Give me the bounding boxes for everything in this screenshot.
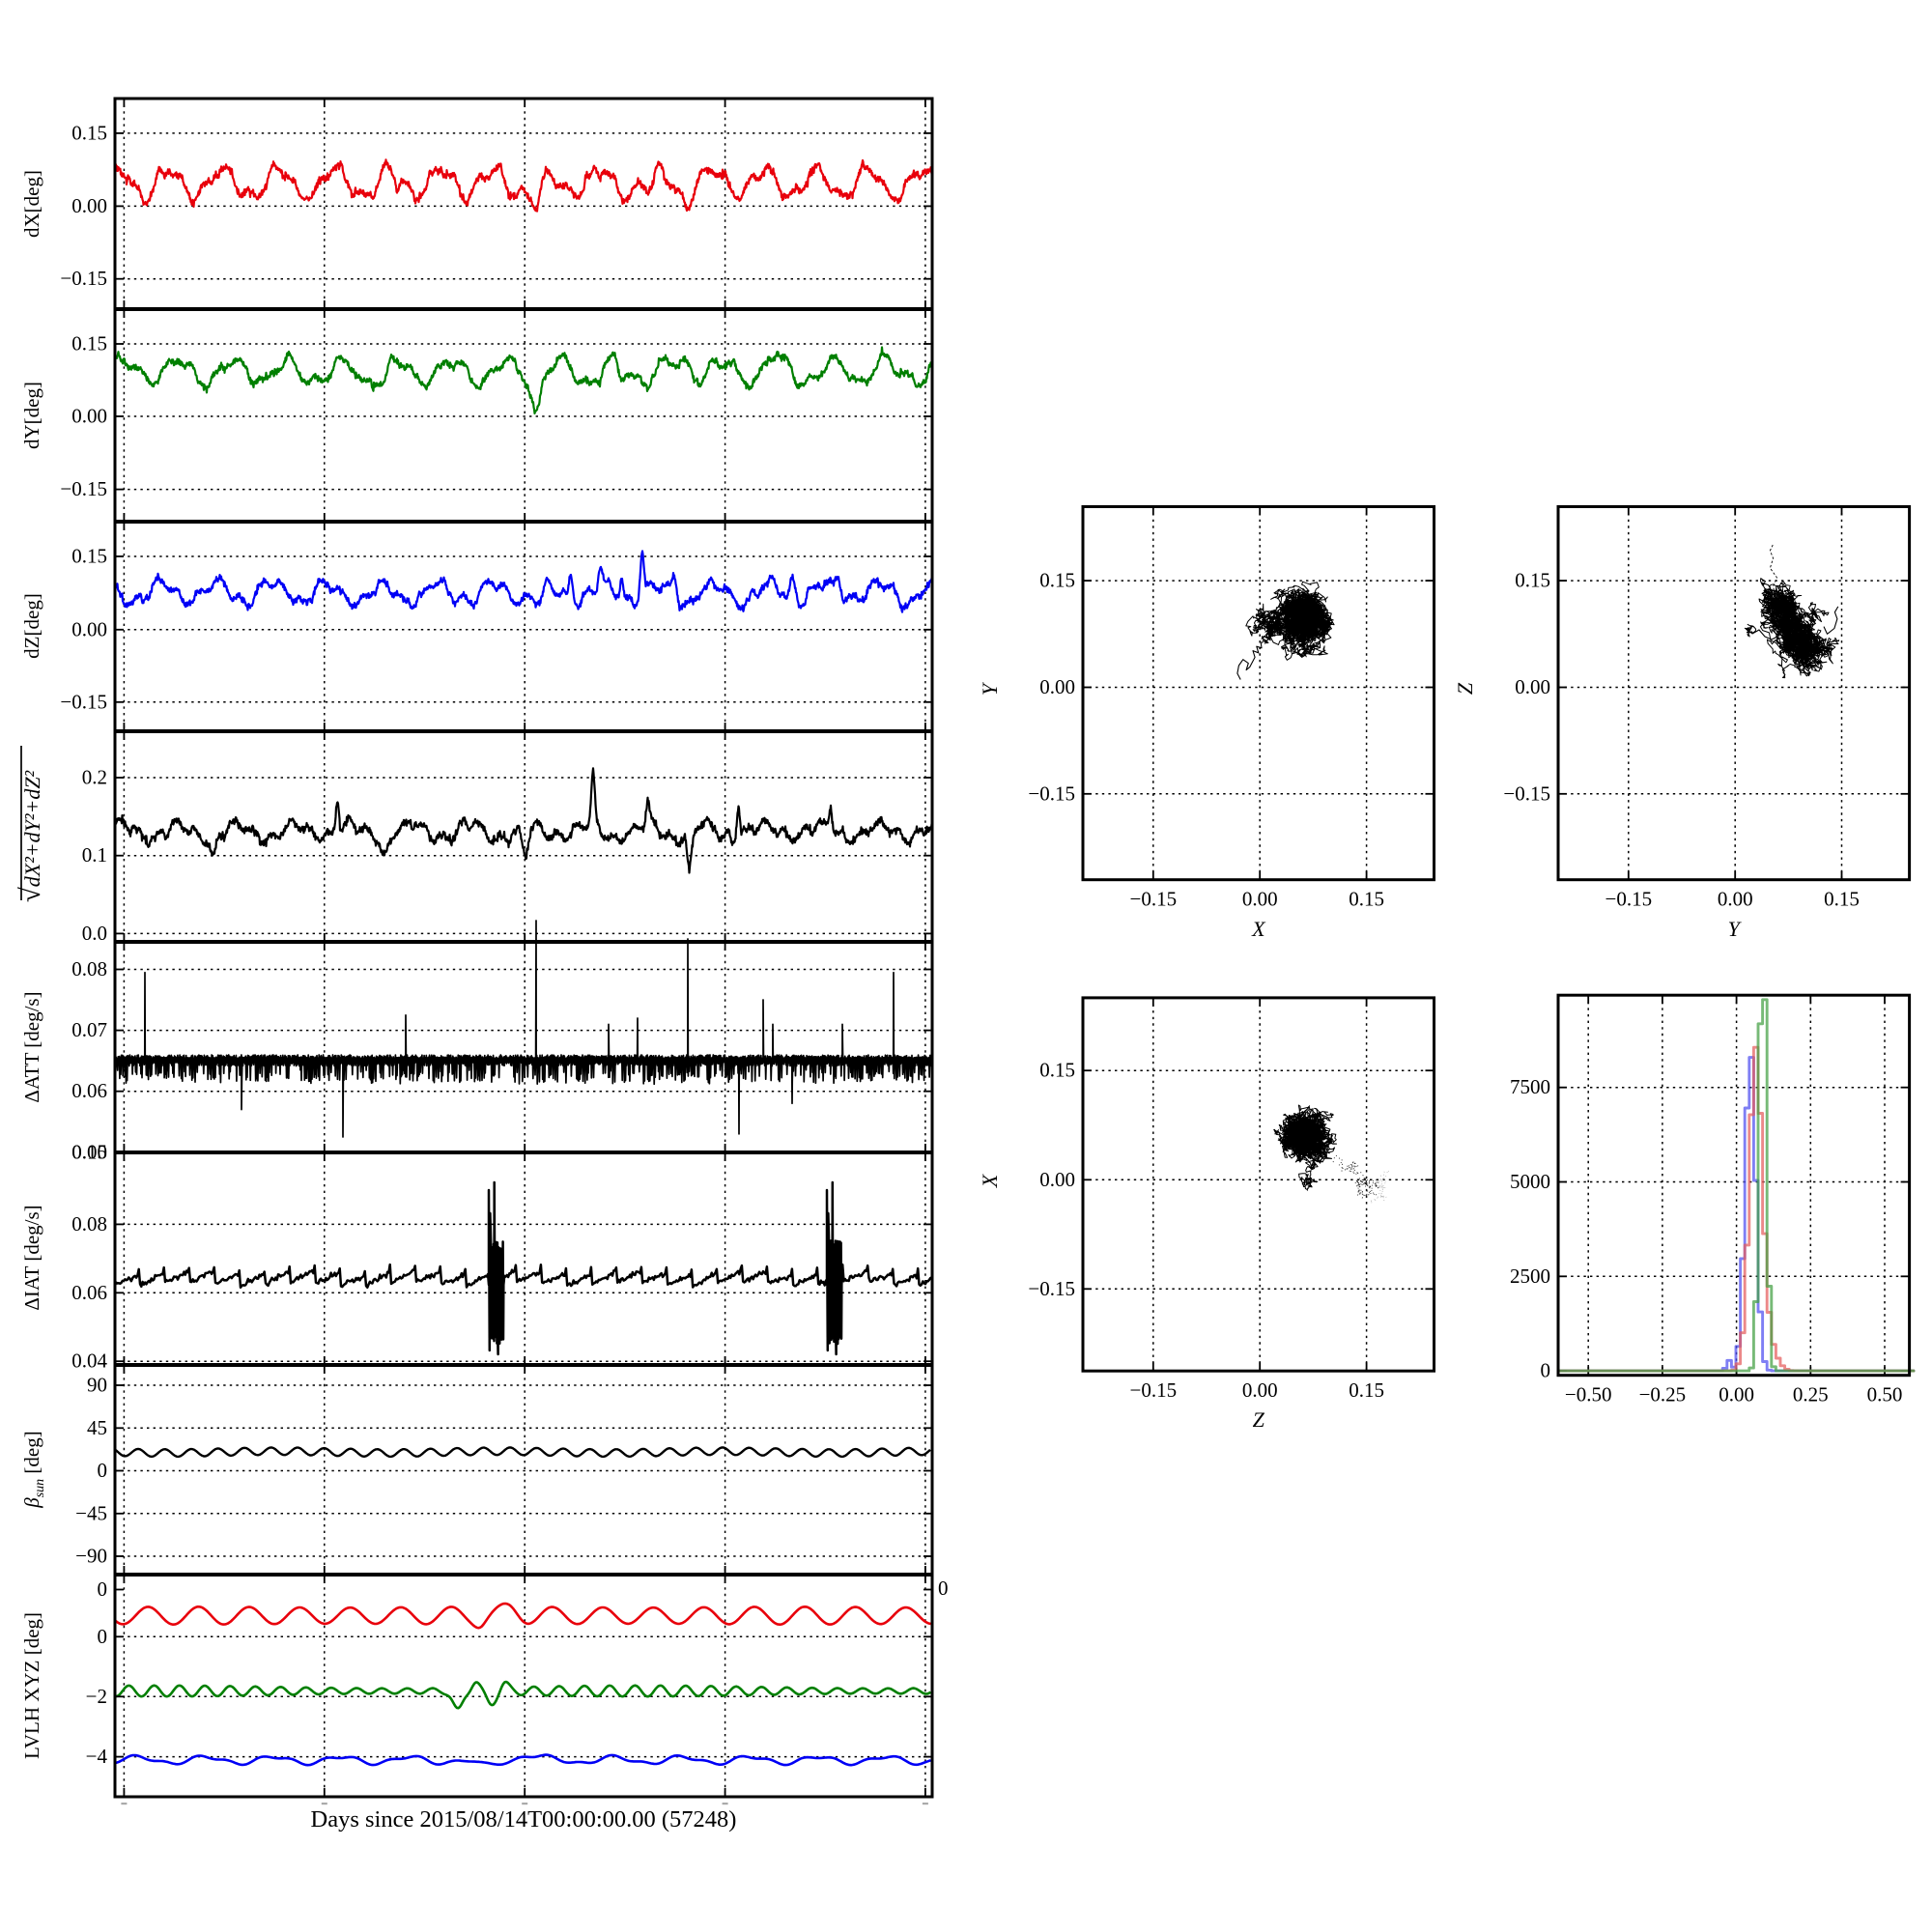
svg-text:0.08: 0.08 <box>71 957 107 980</box>
svg-text:dY[deg]: dY[deg] <box>20 382 43 449</box>
svg-text:−0.50: −0.50 <box>1565 1383 1612 1406</box>
svg-text:−0.15: −0.15 <box>60 690 107 713</box>
svg-text:−90: −90 <box>75 1545 107 1568</box>
svg-text:βsun [deg]: βsun [deg] <box>20 1431 47 1508</box>
svg-text:5000: 5000 <box>1510 1170 1550 1193</box>
svg-text:0.1: 0.1 <box>82 843 107 867</box>
svg-text:0.10: 0.10 <box>71 1140 107 1163</box>
svg-text:−45: −45 <box>75 1501 107 1524</box>
svg-text:−0.15: −0.15 <box>1028 781 1075 805</box>
svg-text:X: X <box>1251 917 1266 941</box>
svg-text:−0.15: −0.15 <box>1605 888 1653 911</box>
svg-text:0.15: 0.15 <box>1515 569 1550 592</box>
svg-text:−0.15: −0.15 <box>1130 1378 1178 1402</box>
svg-text:−0.15: −0.15 <box>60 267 107 290</box>
svg-text:dX[deg]: dX[deg] <box>20 170 43 238</box>
svg-text:0.15: 0.15 <box>1349 1378 1384 1402</box>
svg-text:0: 0 <box>938 1577 949 1600</box>
svg-text:0.06: 0.06 <box>71 1281 107 1304</box>
svg-text:0: 0 <box>98 1577 108 1601</box>
svg-text:−0.15: −0.15 <box>60 477 107 500</box>
svg-text:0.25: 0.25 <box>1793 1383 1829 1406</box>
svg-text:0.15: 0.15 <box>71 545 107 568</box>
svg-text:0.15: 0.15 <box>1824 888 1860 911</box>
svg-text:0.04: 0.04 <box>71 1350 107 1373</box>
svg-text:0: 0 <box>98 1625 108 1648</box>
svg-text:0: 0 <box>98 1459 108 1482</box>
svg-text:0.00: 0.00 <box>1039 1168 1075 1191</box>
svg-text:0.15: 0.15 <box>1349 888 1384 911</box>
svg-text:0.50: 0.50 <box>1867 1383 1903 1406</box>
svg-text:0.00: 0.00 <box>1718 888 1753 911</box>
svg-text:−4: −4 <box>86 1745 108 1768</box>
svg-text:Days since 2015/08/14T00:00:00: Days since 2015/08/14T00:00:00.00 (57248… <box>311 1806 737 1833</box>
svg-text:0.06: 0.06 <box>71 1079 107 1102</box>
svg-text:−0.15: −0.15 <box>1130 888 1178 911</box>
svg-text:0.00: 0.00 <box>71 405 107 428</box>
svg-text:Z: Z <box>1253 1407 1265 1432</box>
svg-text:−2: −2 <box>86 1685 107 1708</box>
svg-text:Y: Y <box>978 681 1002 696</box>
svg-text:Z: Z <box>1453 682 1477 695</box>
svg-text:0: 0 <box>1541 1359 1551 1382</box>
svg-text:0.00: 0.00 <box>71 194 107 217</box>
svg-text:0.08: 0.08 <box>71 1212 107 1236</box>
svg-text:0.15: 0.15 <box>71 121 107 144</box>
svg-text:LVLH XYZ [deg]: LVLH XYZ [deg] <box>20 1612 43 1759</box>
svg-text:−0.25: −0.25 <box>1639 1383 1687 1406</box>
svg-text:7500: 7500 <box>1510 1075 1550 1098</box>
svg-text:0.07: 0.07 <box>71 1018 107 1041</box>
svg-text:90: 90 <box>87 1374 107 1397</box>
svg-text:0.05: 0.05 <box>71 1140 107 1163</box>
svg-text:√dX²+dY²+dZ²: √dX²+dY²+dZ² <box>15 770 46 902</box>
svg-text:X: X <box>978 1173 1002 1188</box>
svg-text:2500: 2500 <box>1510 1264 1550 1288</box>
svg-text:Y: Y <box>1728 917 1743 941</box>
svg-text:0.2: 0.2 <box>82 766 107 789</box>
svg-text:dZ[deg]: dZ[deg] <box>20 593 43 659</box>
svg-text:0.15: 0.15 <box>1039 1059 1075 1082</box>
svg-text:0.00: 0.00 <box>1242 888 1278 911</box>
svg-text:45: 45 <box>87 1416 107 1439</box>
svg-text:−0.15: −0.15 <box>1028 1277 1075 1300</box>
svg-text:0.00: 0.00 <box>1242 1378 1278 1402</box>
svg-text:0.0: 0.0 <box>82 922 107 945</box>
svg-text:0.00: 0.00 <box>1039 675 1075 698</box>
svg-text:ΔATT [deg/s]: ΔATT [deg/s] <box>20 991 43 1102</box>
svg-text:0.15: 0.15 <box>1039 569 1075 592</box>
svg-text:0.00: 0.00 <box>1515 675 1550 698</box>
svg-text:ΔIAT [deg/s]: ΔIAT [deg/s] <box>20 1205 43 1310</box>
svg-text:0.15: 0.15 <box>71 332 107 355</box>
svg-text:0.00: 0.00 <box>71 617 107 640</box>
svg-text:−0.15: −0.15 <box>1503 781 1550 805</box>
svg-text:0.00: 0.00 <box>1719 1383 1754 1406</box>
